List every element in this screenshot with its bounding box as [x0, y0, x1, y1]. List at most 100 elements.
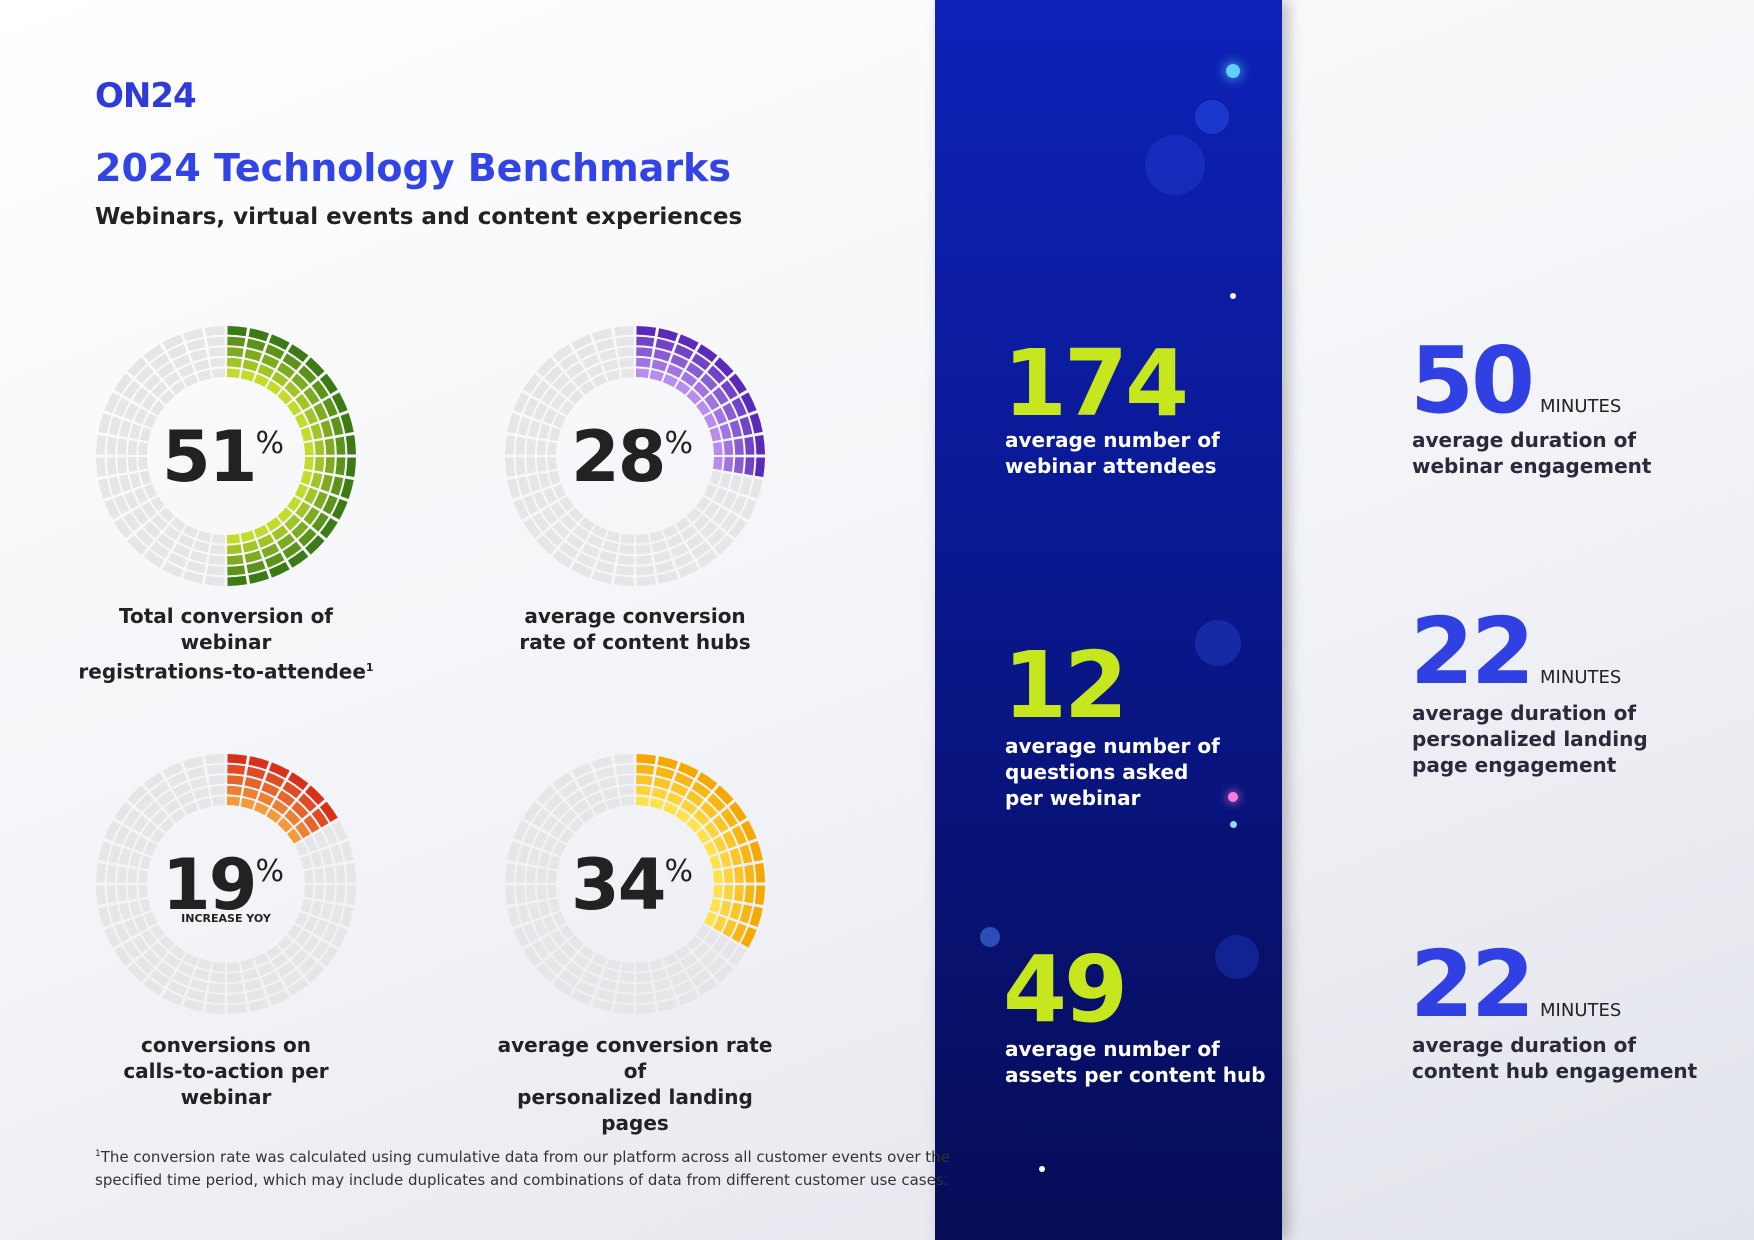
gauge-track-segment: [96, 457, 107, 478]
gauge-track-segment: [592, 374, 608, 388]
gauge-track-segment: [143, 549, 165, 568]
gauge-track-segment: [298, 956, 317, 975]
gauge-fill: [635, 754, 765, 948]
bokeh: [1039, 1166, 1045, 1172]
gauge-track-segment: [657, 998, 678, 1012]
gauge-segment: [227, 336, 246, 347]
gauge-track-segment: [106, 436, 117, 455]
gauge-track-segment: [576, 344, 596, 360]
gauge-track-segment: [204, 326, 225, 337]
gauge-segment: [303, 815, 320, 833]
gauge-track: [505, 326, 763, 586]
gauge-segment: [657, 756, 678, 770]
gauge-track-segment: [749, 478, 763, 499]
gauge-track-segment: [193, 968, 210, 981]
gauge-track-segment: [550, 929, 566, 947]
gauge-track-segment: [135, 365, 154, 384]
gauge-segment: [653, 777, 671, 790]
gauge-track-segment: [159, 817, 175, 833]
gauge-track-segment: [163, 799, 181, 815]
gauge-track-segment: [515, 436, 526, 455]
gauge-segment: [282, 541, 302, 559]
gauge-track-segment: [613, 754, 634, 765]
gauge-track-segment: [595, 338, 615, 352]
gauge-segment: [284, 381, 301, 398]
duration-number: 22: [1410, 931, 1535, 1038]
gauge-track-segment: [666, 534, 684, 548]
gauge-track-segment: [141, 501, 157, 519]
label-line: average duration of: [1412, 1033, 1637, 1057]
gauge-track-segment: [550, 821, 566, 839]
gauge-segment: [696, 344, 718, 363]
gauge-segment: [722, 402, 737, 421]
label-line: average number of: [1005, 428, 1220, 452]
gauge-label: average conversion rate of personalized l…: [485, 1032, 785, 1136]
gauge-segment: [691, 781, 711, 799]
gauge-track-segment: [550, 501, 566, 519]
gauge-track-segment: [151, 809, 168, 826]
gauge-segment: [712, 441, 723, 456]
gauge-segment: [651, 787, 668, 800]
gauge-track-segment: [703, 483, 717, 499]
gauge-segment: [666, 364, 684, 378]
gauge-segment: [257, 792, 275, 806]
gauge-segment: [305, 535, 325, 555]
gauge-track-segment: [571, 762, 593, 779]
gauge-track-segment: [159, 935, 175, 951]
gauge-segment: [713, 835, 727, 853]
label-line: calls-to-action per webinar: [123, 1059, 329, 1109]
footnote-text: specified time period, which may include…: [95, 1171, 949, 1189]
gauge-track-segment: [108, 844, 122, 864]
gauge-segment: [246, 766, 266, 780]
gauge-track-segment: [114, 945, 133, 967]
gauge-track-segment: [547, 869, 558, 884]
gauge-track-segment: [543, 407, 557, 425]
duration-unit: MINUTES: [1540, 667, 1622, 688]
label-line: registrations-to-attendee1: [78, 659, 374, 684]
gauge-segment: [271, 525, 289, 541]
gauge-track-segment: [553, 413, 567, 429]
gauge-track-segment: [579, 945, 595, 960]
gauge-segment: [246, 338, 266, 352]
gauge-segment: [227, 785, 242, 796]
bokeh: [980, 927, 1000, 947]
gauge-track-segment: [602, 968, 619, 981]
gauge-segment: [696, 828, 711, 844]
gauge-segment: [227, 775, 244, 786]
gauge-segment: [754, 434, 765, 455]
gauge-track-segment: [704, 929, 720, 947]
gauge-segment: [635, 368, 650, 379]
gauge-track-segment: [324, 866, 335, 883]
gauge-track-segment: [193, 787, 210, 800]
gauge-segment: [635, 796, 650, 807]
gauge-track-segment: [536, 868, 547, 883]
gauge-segment: [227, 357, 242, 368]
gauge-segment: [744, 457, 755, 476]
gauge-track-segment: [533, 830, 548, 849]
gauge-track-segment: [157, 961, 175, 978]
gauge-segment: [291, 373, 309, 391]
gauge-segment: [268, 762, 290, 779]
gauge-segment: [729, 420, 742, 438]
gauge-track-segment: [134, 835, 148, 853]
gauge-track-segment: [553, 483, 567, 499]
gauge-track-segment: [543, 487, 557, 505]
gauge-track-segment: [617, 554, 634, 565]
gauge-track-segment: [139, 898, 152, 913]
gauge-track-segment: [696, 496, 711, 512]
gauge-track-segment: [335, 885, 346, 904]
duration-value: 22 MINUTES: [1410, 939, 1621, 1031]
gauge-track-segment: [619, 972, 634, 983]
gauge-segment: [720, 808, 738, 828]
gauge-track-segment: [619, 785, 634, 796]
gauge-segment: [271, 799, 289, 815]
gauge-segment: [754, 885, 765, 906]
gauge-track-segment: [183, 328, 204, 342]
gauge-segment: [282, 781, 302, 799]
gauge-segment: [284, 514, 301, 531]
gauge-segment: [707, 365, 726, 384]
gauge-track-segment: [544, 793, 563, 812]
gauge-segment: [277, 790, 295, 807]
gauge-track-segment: [291, 949, 309, 967]
